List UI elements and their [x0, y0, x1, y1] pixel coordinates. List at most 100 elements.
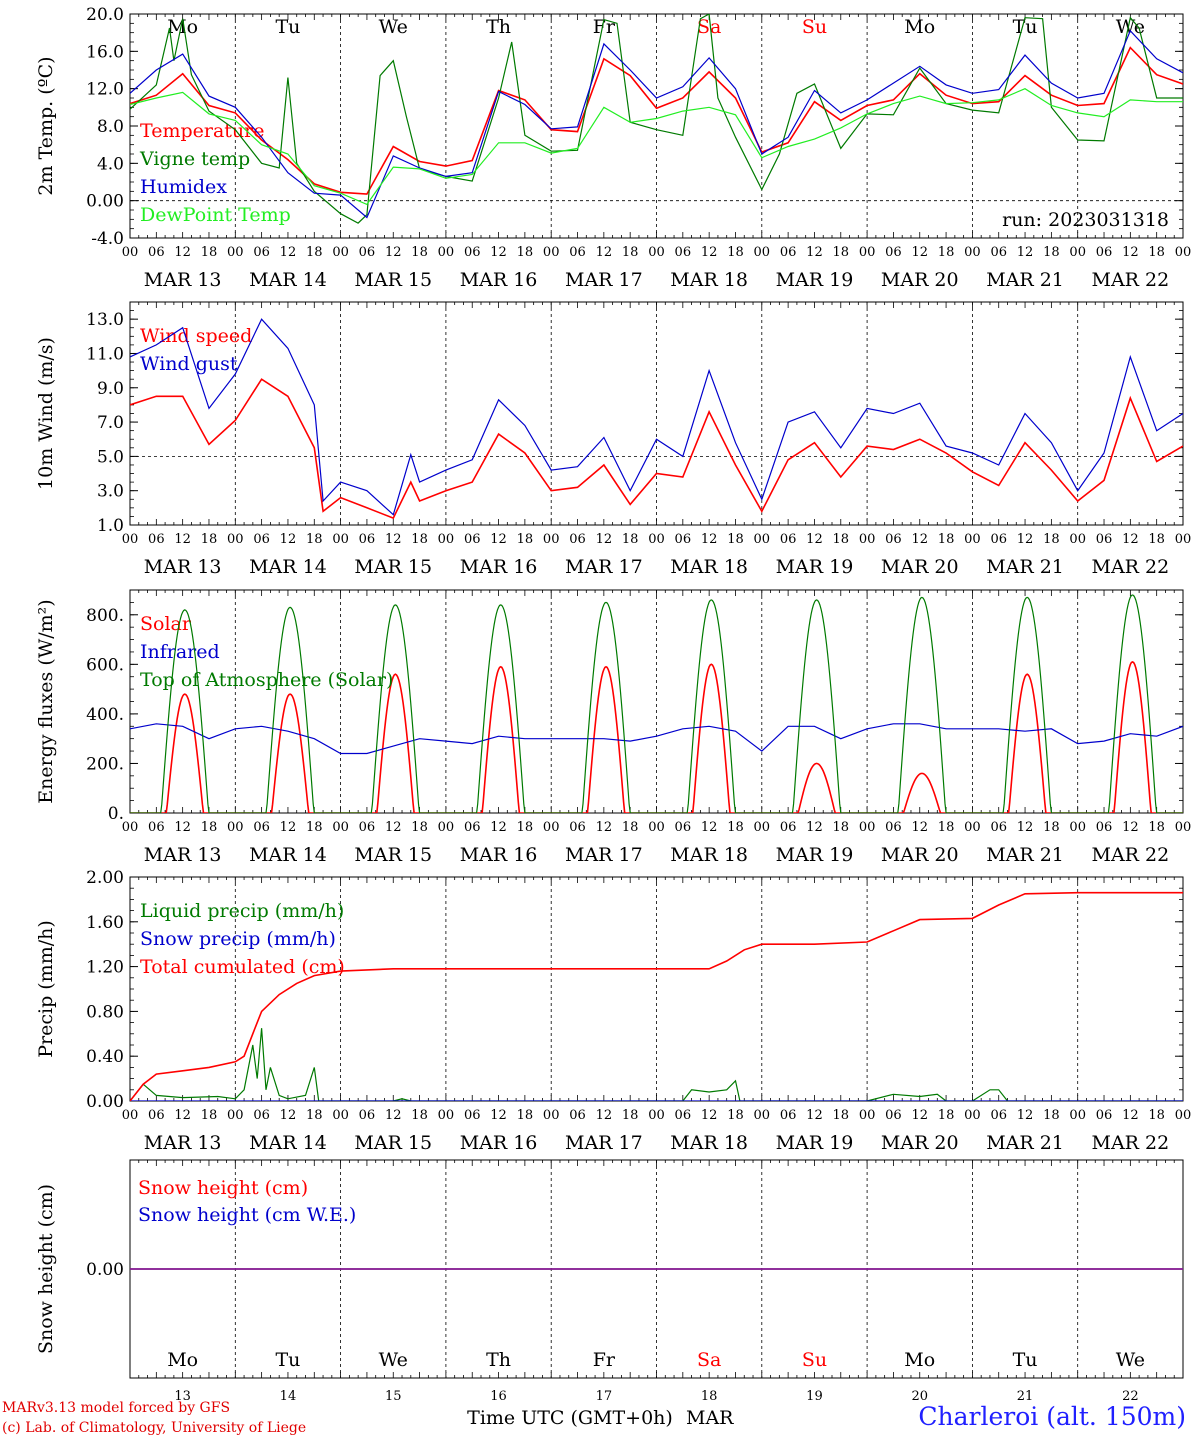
hour-tick-label: 00	[227, 1108, 244, 1123]
hour-tick-label: 00	[227, 820, 244, 835]
hour-tick-label: 06	[990, 245, 1007, 260]
date-label: MAR 21	[986, 844, 1064, 866]
date-label: MAR 19	[776, 556, 854, 578]
day-name-label: Mo	[904, 16, 935, 38]
day-name-label: Tu	[275, 1349, 300, 1371]
series-line-wind-gust	[130, 318, 1183, 516]
hour-tick-label: 00	[964, 245, 981, 260]
date-label: MAR 18	[670, 1132, 748, 1154]
series-line-humidex	[130, 29, 1183, 219]
date-label: MAR 18	[670, 844, 748, 866]
day-number-label: 16	[490, 1389, 507, 1404]
hour-tick-label: 06	[885, 820, 902, 835]
date-label: MAR 19	[776, 844, 854, 866]
hour-tick-label: 06	[464, 245, 481, 260]
hour-tick-label: 18	[622, 532, 639, 547]
hour-tick-label: 06	[675, 245, 692, 260]
x-axis-month-label: MAR	[686, 1407, 734, 1429]
hour-tick-label: 00	[122, 245, 139, 260]
date-label: MAR 22	[1091, 844, 1169, 866]
hour-tick-label: 12	[806, 245, 823, 260]
date-label: MAR 17	[565, 556, 643, 578]
hour-tick-label: 06	[569, 820, 586, 835]
date-label: MAR 22	[1091, 556, 1169, 578]
hour-tick-label: 06	[148, 532, 165, 547]
hour-tick-label: 18	[938, 532, 955, 547]
hour-tick-label: 06	[464, 820, 481, 835]
hour-tick-label: 00	[648, 1108, 665, 1123]
y-tick-label: 1.20	[86, 958, 124, 978]
legend-entry: Wind gust	[140, 353, 238, 375]
hour-tick-label: 12	[911, 820, 928, 835]
hour-tick-label: 12	[1017, 532, 1034, 547]
y-tick-label: 0.40	[86, 1047, 124, 1067]
hour-tick-label: 12	[385, 820, 402, 835]
hour-tick-label: 12	[806, 532, 823, 547]
day-name-label: Sa	[697, 1349, 721, 1371]
day-name-label: Mo	[167, 16, 198, 38]
hour-tick-label: 12	[490, 532, 507, 547]
hour-tick-label: 18	[622, 820, 639, 835]
hour-tick-label: 12	[385, 245, 402, 260]
date-label: MAR 22	[1091, 1132, 1169, 1154]
hour-tick-label: 00	[332, 532, 349, 547]
date-label: MAR 18	[670, 556, 748, 578]
hour-tick-label: 00	[1069, 820, 1086, 835]
hour-tick-label: 06	[675, 532, 692, 547]
hour-tick-label: 00	[964, 1108, 981, 1123]
hour-tick-label: 18	[1148, 245, 1165, 260]
hour-tick-label: 12	[1122, 532, 1139, 547]
station-title: Charleroi (alt. 150m)	[918, 1402, 1186, 1431]
legend-entry: Vigne temp	[139, 148, 250, 170]
hour-tick-label: 00	[964, 532, 981, 547]
series-line-top-of-atmosphere-solar-	[130, 594, 1183, 813]
y-tick-label: 800.	[86, 606, 124, 626]
hour-tick-label: 06	[780, 1108, 797, 1123]
hour-tick-label: 00	[122, 532, 139, 547]
hour-tick-label: 18	[517, 1108, 534, 1123]
date-label: MAR 20	[881, 269, 959, 291]
hour-tick-label: 12	[280, 245, 297, 260]
hour-tick-label: 18	[1148, 1108, 1165, 1123]
hour-tick-label: 06	[464, 532, 481, 547]
hour-tick-label: 00	[648, 532, 665, 547]
hour-tick-label: 06	[359, 245, 376, 260]
y-tick-label: 400.	[86, 705, 124, 725]
hour-tick-label: 00	[648, 245, 665, 260]
hour-tick-label: 00	[1069, 1108, 1086, 1123]
hour-tick-label: 06	[253, 532, 270, 547]
hour-tick-label: 00	[227, 532, 244, 547]
hour-tick-label: 18	[938, 1108, 955, 1123]
hour-tick-label: 06	[780, 245, 797, 260]
hour-tick-label: 00	[859, 532, 876, 547]
y-tick-label: 3.0	[97, 482, 124, 502]
day-name-label: Tu	[1013, 16, 1038, 38]
hour-tick-label: 18	[517, 245, 534, 260]
hour-tick-label: 06	[569, 1108, 586, 1123]
hour-tick-label: 12	[596, 532, 613, 547]
date-label: MAR 22	[1091, 269, 1169, 291]
hour-tick-label: 18	[306, 1108, 323, 1123]
day-name-label: Th	[486, 16, 511, 38]
hour-tick-label: 06	[1096, 1108, 1113, 1123]
hour-tick-label: 18	[1043, 820, 1060, 835]
day-number-label: 19	[806, 1389, 823, 1404]
hour-tick-label: 00	[1069, 532, 1086, 547]
day-number-label: 21	[1017, 1389, 1034, 1404]
hour-tick-label: 12	[701, 820, 718, 835]
date-label: MAR 15	[354, 269, 432, 291]
hour-tick-label: 18	[727, 532, 744, 547]
hour-tick-label: 12	[1017, 820, 1034, 835]
hour-tick-label: 00	[1175, 245, 1192, 260]
date-label: MAR 16	[460, 844, 538, 866]
legend-entry: Top of Atmosphere (Solar)	[140, 669, 393, 691]
y-axis-label: Energy fluxes (W/m²)	[35, 599, 57, 803]
y-tick-label: 1.60	[86, 913, 124, 933]
hour-tick-label: 00	[859, 820, 876, 835]
hour-tick-label: 18	[411, 532, 428, 547]
hour-tick-label: 18	[1043, 1108, 1060, 1123]
date-label: MAR 13	[144, 269, 222, 291]
hour-tick-label: 06	[885, 245, 902, 260]
hour-tick-label: 18	[411, 1108, 428, 1123]
series-line-dewpoint-temp	[130, 88, 1183, 206]
